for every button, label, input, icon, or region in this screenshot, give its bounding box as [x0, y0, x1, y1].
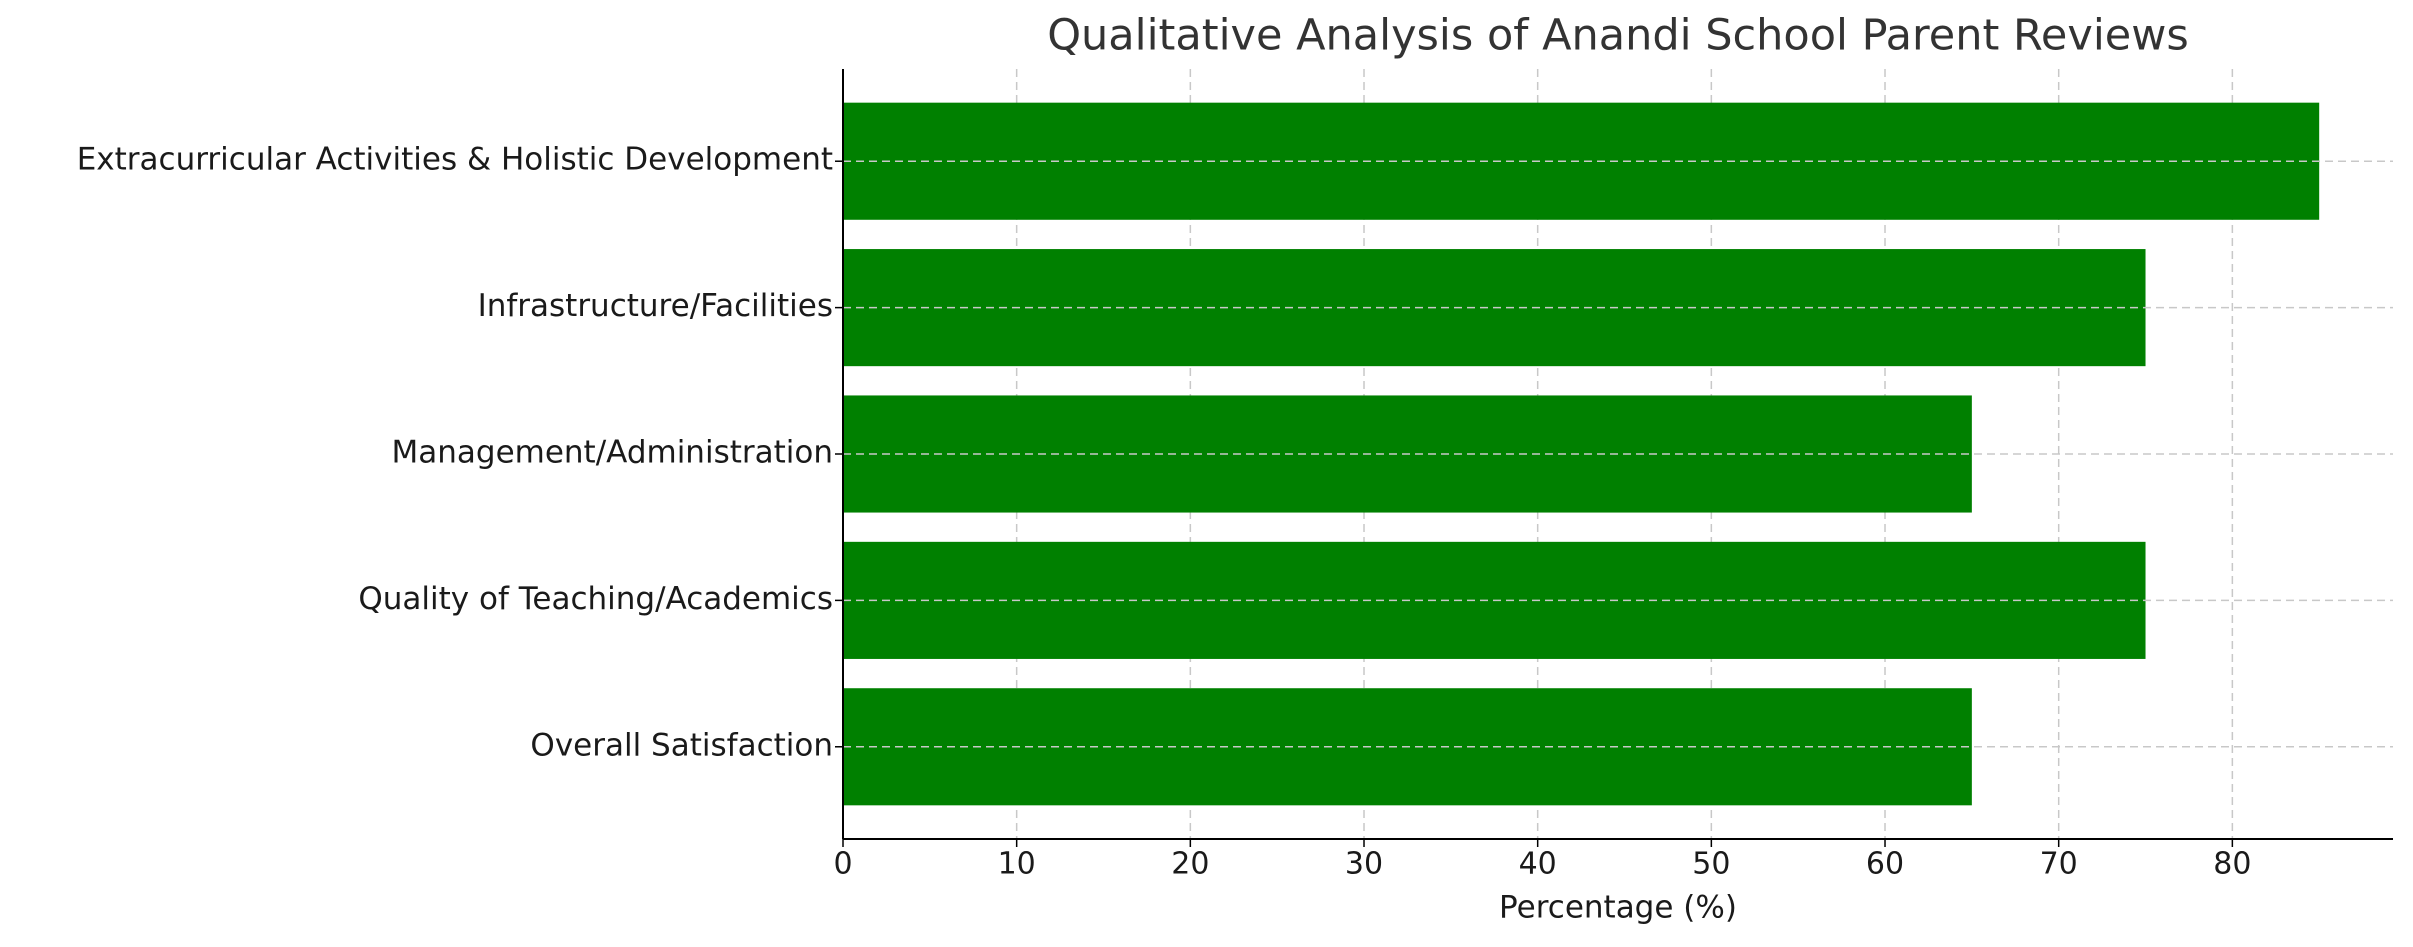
- x-tick-label: 40: [1519, 847, 1557, 882]
- bar: [843, 102, 2320, 220]
- x-tick-label: 70: [2040, 847, 2078, 882]
- x-tick-label: 20: [1171, 847, 1209, 882]
- x-tick-label: 10: [998, 847, 1036, 882]
- x-tick-label: 50: [1692, 847, 1730, 882]
- y-tick-label: Management/Administration: [392, 435, 834, 471]
- x-tick-label: 0: [833, 847, 852, 882]
- x-tick-label: 80: [2213, 847, 2251, 882]
- x-tick-label: 30: [1345, 847, 1383, 882]
- y-tick-label: Overall Satisfaction: [530, 727, 833, 763]
- x-axis-label: Percentage (%): [1499, 890, 1737, 926]
- y-tick-label: Infrastructure/Facilities: [478, 288, 833, 324]
- x-tick-label: 60: [1866, 847, 1904, 882]
- y-tick-label: Quality of Teaching/Academics: [358, 581, 833, 617]
- y-tick-label: Extracurricular Activities & Holistic De…: [77, 142, 833, 178]
- chart-title: Qualitative Analysis of Anandi School Pa…: [1047, 11, 2189, 61]
